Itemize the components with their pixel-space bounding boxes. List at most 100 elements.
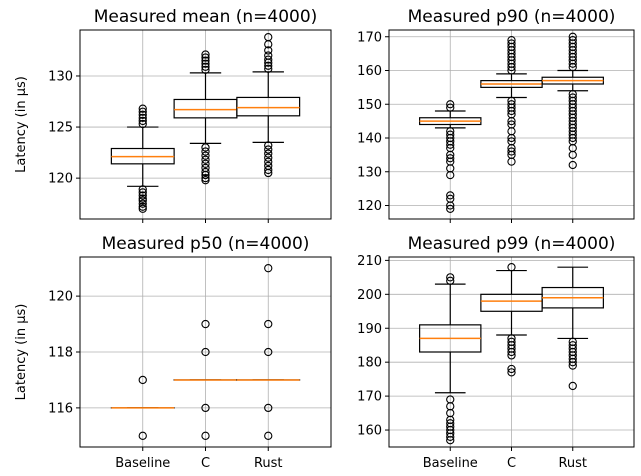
outlier-point [138, 188, 147, 197]
outlier-point [201, 56, 210, 65]
outlier-point [264, 46, 273, 55]
outlier-point [507, 96, 516, 106]
y-tick-label: 150 [357, 98, 382, 113]
y-tick-label: 200 [357, 288, 382, 303]
outlier-point [264, 64, 273, 73]
outlier-point [568, 89, 577, 99]
outlier-point [568, 381, 577, 391]
outlier-point [138, 375, 147, 385]
box-rust [236, 33, 301, 178]
outlier-point [446, 273, 455, 282]
outlier-point [446, 154, 455, 163]
y-tick-label: 118 [48, 346, 73, 361]
outlier-point [138, 185, 147, 194]
y-axis-label: Latency (in µs) [14, 304, 29, 401]
box-baseline [419, 273, 482, 445]
y-tick-label: 190 [357, 322, 382, 337]
outlier-point [201, 347, 210, 357]
box-rust [541, 32, 604, 170]
outlier-point [264, 61, 273, 70]
outlier-point [446, 127, 455, 136]
y-tick-label: 180 [357, 356, 382, 371]
subplot-title: Measured mean (n=4000) [94, 7, 318, 27]
outlier-point [138, 113, 147, 123]
y-tick-label: 120 [48, 172, 73, 187]
outlier-point [138, 199, 147, 208]
outlier-point [201, 163, 210, 173]
y-tick-label: 130 [48, 69, 73, 84]
y-tick-label: 160 [357, 64, 382, 79]
y-tick-label: 170 [357, 390, 382, 405]
outlier-point [507, 263, 516, 272]
box-c [173, 319, 238, 440]
outlier-point [264, 51, 273, 60]
outlier-point [446, 419, 455, 428]
box-rust [236, 264, 301, 440]
outlier-point [201, 151, 210, 160]
outlier-point [507, 39, 516, 48]
subplot-2: 120 130 140 150 160 170 Measured p90 (n=4000) [357, 7, 635, 223]
outlier-point [201, 155, 210, 164]
outlier-point [201, 431, 210, 440]
outlier-point [264, 55, 273, 64]
y-tick-label: 160 [357, 424, 382, 439]
outlier-point [507, 364, 516, 374]
y-tick-label: 120 [357, 199, 382, 214]
outlier-point [201, 65, 210, 74]
outlier-point [201, 403, 210, 413]
y-tick-label: 140 [357, 132, 382, 147]
outlier-point [507, 137, 516, 146]
x-tick-label: Baseline [115, 456, 170, 471]
outlier-point [446, 103, 455, 112]
subplot-1: 120 125 130 Measured mean (n=4000) Latency (… [14, 7, 332, 223]
outlier-point [138, 194, 147, 203]
outlier-point [507, 337, 516, 346]
outlier-point [264, 403, 273, 413]
y-tick-label: 125 [48, 121, 73, 136]
outlier-point [446, 191, 455, 200]
y-tick-label: 130 [357, 165, 382, 180]
y-tick-label: 116 [48, 401, 73, 416]
outlier-point [264, 153, 273, 162]
subplot-title: Measured p99 (n=4000) [408, 234, 616, 254]
outlier-point [264, 161, 273, 171]
outlier-point [568, 341, 577, 350]
box-c [480, 263, 543, 377]
y-tick-label: 210 [357, 254, 382, 269]
outlier-point [138, 104, 147, 113]
outlier-point [446, 194, 455, 203]
outlier-point [201, 143, 210, 152]
outlier-point [201, 53, 210, 62]
outlier-point [507, 35, 516, 45]
x-tick-label: C [507, 456, 516, 471]
outlier-point [264, 145, 273, 154]
outlier-point [201, 50, 210, 59]
box-baseline [419, 100, 482, 214]
outlier-point [201, 147, 210, 156]
box-c [480, 35, 543, 166]
outlier-point [138, 119, 147, 129]
x-tick-label: Baseline [423, 456, 478, 471]
outlier-point [507, 147, 516, 156]
outlier-point [264, 33, 273, 42]
outlier-point [446, 276, 455, 285]
y-tick-label: 120 [48, 290, 73, 305]
outlier-point [264, 347, 273, 357]
y-tick-label: 170 [357, 30, 382, 45]
outlier-point [138, 191, 147, 200]
outlier-point [201, 62, 210, 71]
subplot-4: 160 170 180 190 200 210 Baseline C Rust Measured … [357, 234, 635, 471]
outlier-point [138, 116, 147, 126]
outlier-point [568, 32, 577, 41]
x-tick-label: Rust [558, 456, 587, 471]
outlier-point [264, 149, 273, 158]
box-c [173, 50, 238, 185]
outlier-point [138, 202, 147, 211]
outlier-point [138, 431, 147, 440]
x-tick-label: Rust [254, 456, 283, 471]
outlier-point [201, 59, 210, 68]
subplot-title: Measured p50 (n=4000) [102, 234, 310, 254]
outlier-point [138, 110, 147, 119]
outlier-point [201, 173, 210, 183]
outlier-point [201, 319, 210, 329]
